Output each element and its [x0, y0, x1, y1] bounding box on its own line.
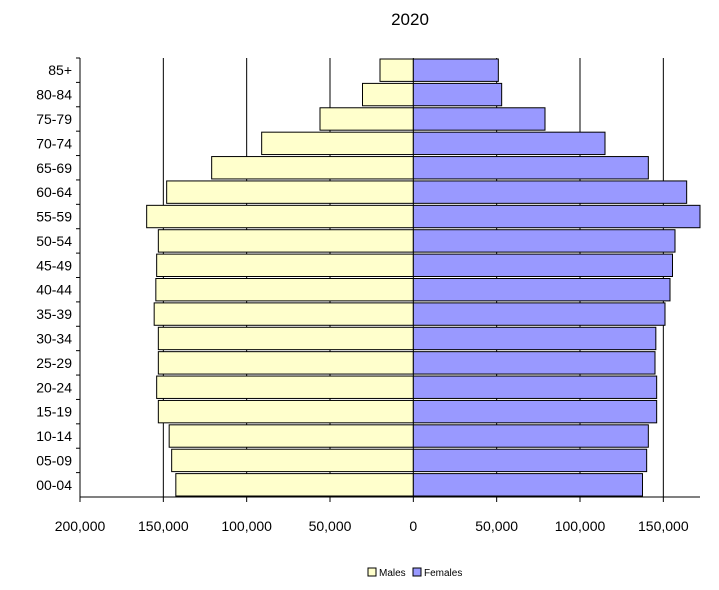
bar-females: [412, 131, 606, 156]
y-tick-label: 40-44: [36, 282, 72, 298]
y-tick-labels: 85+ 80-84 75-79 70-74 65-69 60-64 55-59 50-54 45…: [36, 62, 72, 493]
y-tick-label: 20-24: [36, 379, 72, 395]
x-tick-label: 150,000: [638, 518, 689, 534]
x-tick-label: 100,000: [555, 518, 606, 534]
bar-males: [156, 253, 414, 278]
bar-males: [157, 351, 414, 375]
bar-females: [412, 82, 503, 107]
y-tick-label: 60-64: [36, 184, 72, 200]
bar-males: [166, 180, 414, 204]
bar-females: [412, 375, 658, 399]
bar-females: [412, 253, 673, 278]
bar-females: [412, 448, 648, 473]
bar-females: [412, 399, 658, 424]
y-tick-label: 55-59: [36, 209, 72, 225]
x-tick-label: 50,000: [309, 518, 352, 534]
bar-males: [319, 107, 414, 131]
bar-females: [412, 156, 649, 180]
legend-label-females: Females: [424, 568, 462, 579]
bar-males: [157, 326, 414, 351]
legend: Males Females: [367, 567, 462, 579]
bar-males: [155, 278, 414, 302]
y-tick-label: 05-09: [36, 452, 72, 468]
axis-layer: [76, 57, 700, 502]
bar-males: [362, 82, 414, 107]
bar-males: [175, 473, 414, 497]
chart-title: 2020: [391, 10, 429, 29]
bar-males: [379, 58, 414, 82]
y-tick-label: 35-39: [36, 306, 72, 322]
grid-layer: [162, 58, 664, 497]
x-tick-label: 150,000: [138, 518, 189, 534]
y-tick-label: 10-14: [36, 428, 72, 444]
legend-swatch-females: [412, 567, 422, 577]
x-tick-label: 200,000: [55, 518, 106, 534]
y-tick-label: 80-84: [36, 87, 72, 103]
bar-females: [412, 424, 649, 448]
bar-males: [171, 448, 414, 473]
x-tick-label: 0: [409, 518, 417, 534]
y-tick-label: 85+: [48, 62, 72, 78]
y-tick-label: 00-04: [36, 477, 72, 493]
x-tick-label: 50,000: [475, 518, 518, 534]
y-tick-label: 75-79: [36, 111, 72, 127]
bar-males: [261, 131, 414, 156]
bar-females: [412, 58, 499, 82]
y-tick-label: 50-54: [36, 233, 72, 249]
y-tick-label: 30-34: [36, 330, 72, 346]
y-tick-label: 65-69: [36, 160, 72, 176]
y-tick-label: 70-74: [36, 135, 72, 151]
bar-males: [157, 229, 414, 253]
bar-males: [211, 156, 414, 180]
bar-males: [153, 302, 414, 326]
y-tick-label: 45-49: [36, 257, 72, 273]
bars-layer: [146, 58, 701, 497]
bar-males: [168, 424, 414, 448]
bar-females: [412, 204, 701, 229]
y-tick-label: 15-19: [36, 404, 72, 420]
bar-females: [412, 180, 688, 204]
bar-females: [412, 229, 676, 253]
bar-males: [157, 399, 414, 424]
bar-females: [412, 107, 546, 131]
bar-females: [412, 326, 657, 351]
bar-females: [412, 351, 656, 375]
bar-males: [156, 375, 414, 399]
y-tick-label: 25-29: [36, 355, 72, 371]
bar-females: [412, 278, 671, 302]
x-tick-label: 100,000: [221, 518, 272, 534]
legend-label-males: Males: [379, 568, 406, 579]
bar-females: [412, 473, 644, 497]
bar-males: [146, 204, 414, 229]
x-tick-labels: 200,000 150,000 100,000 50,000 0 50,000 100,00…: [55, 518, 689, 534]
bar-females: [412, 302, 666, 326]
legend-swatch-males: [367, 567, 377, 577]
